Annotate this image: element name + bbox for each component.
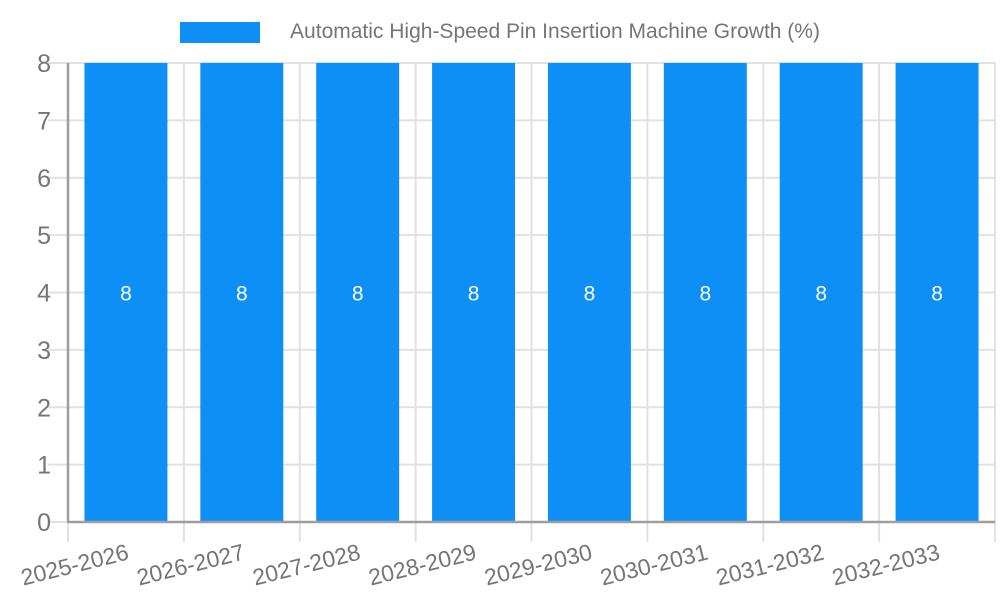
bar[interactable] <box>84 63 168 522</box>
bar-value-label: 8 <box>352 283 364 306</box>
bar[interactable] <box>895 63 979 522</box>
x-axis-label: 2032-2033 <box>829 539 942 591</box>
bar[interactable] <box>663 63 747 522</box>
bar-value-label: 8 <box>468 283 480 306</box>
y-tick-label: 6 <box>37 165 51 193</box>
legend-label: Automatic High-Speed Pin Insertion Machi… <box>290 20 820 43</box>
y-tick-label: 5 <box>37 222 51 250</box>
bar[interactable] <box>316 63 400 522</box>
x-axis-label: 2031-2032 <box>713 539 826 591</box>
y-tick-label: 7 <box>37 107 51 135</box>
bar[interactable] <box>547 63 631 522</box>
x-axis-label: 2029-2030 <box>482 539 595 591</box>
legend-swatch <box>180 21 261 43</box>
bar-value-label: 8 <box>815 283 827 306</box>
y-tick-label: 8 <box>37 50 51 78</box>
chart-legend[interactable]: Automatic High-Speed Pin Insertion Machi… <box>0 20 1000 44</box>
x-axis-label: 2028-2029 <box>366 539 479 591</box>
y-tick-label: 2 <box>37 394 51 422</box>
x-axis-label: 2030-2031 <box>597 539 710 591</box>
bar[interactable] <box>200 63 284 522</box>
bar[interactable] <box>432 63 516 522</box>
x-axis-label: 2026-2027 <box>134 539 247 591</box>
y-tick-label: 4 <box>37 280 51 308</box>
bar-value-label: 8 <box>120 283 132 306</box>
bar[interactable] <box>779 63 863 522</box>
y-tick-label: 1 <box>37 452 51 480</box>
bar-value-label: 8 <box>236 283 248 306</box>
y-tick-label: 0 <box>37 509 51 537</box>
bar-value-label: 8 <box>699 283 711 306</box>
x-axis-label: 2025-2026 <box>18 539 131 591</box>
y-tick-label: 3 <box>37 337 51 365</box>
bar-value-label: 8 <box>584 283 596 306</box>
x-axis-label: 2027-2028 <box>250 539 363 591</box>
bar-value-label: 8 <box>931 283 943 306</box>
